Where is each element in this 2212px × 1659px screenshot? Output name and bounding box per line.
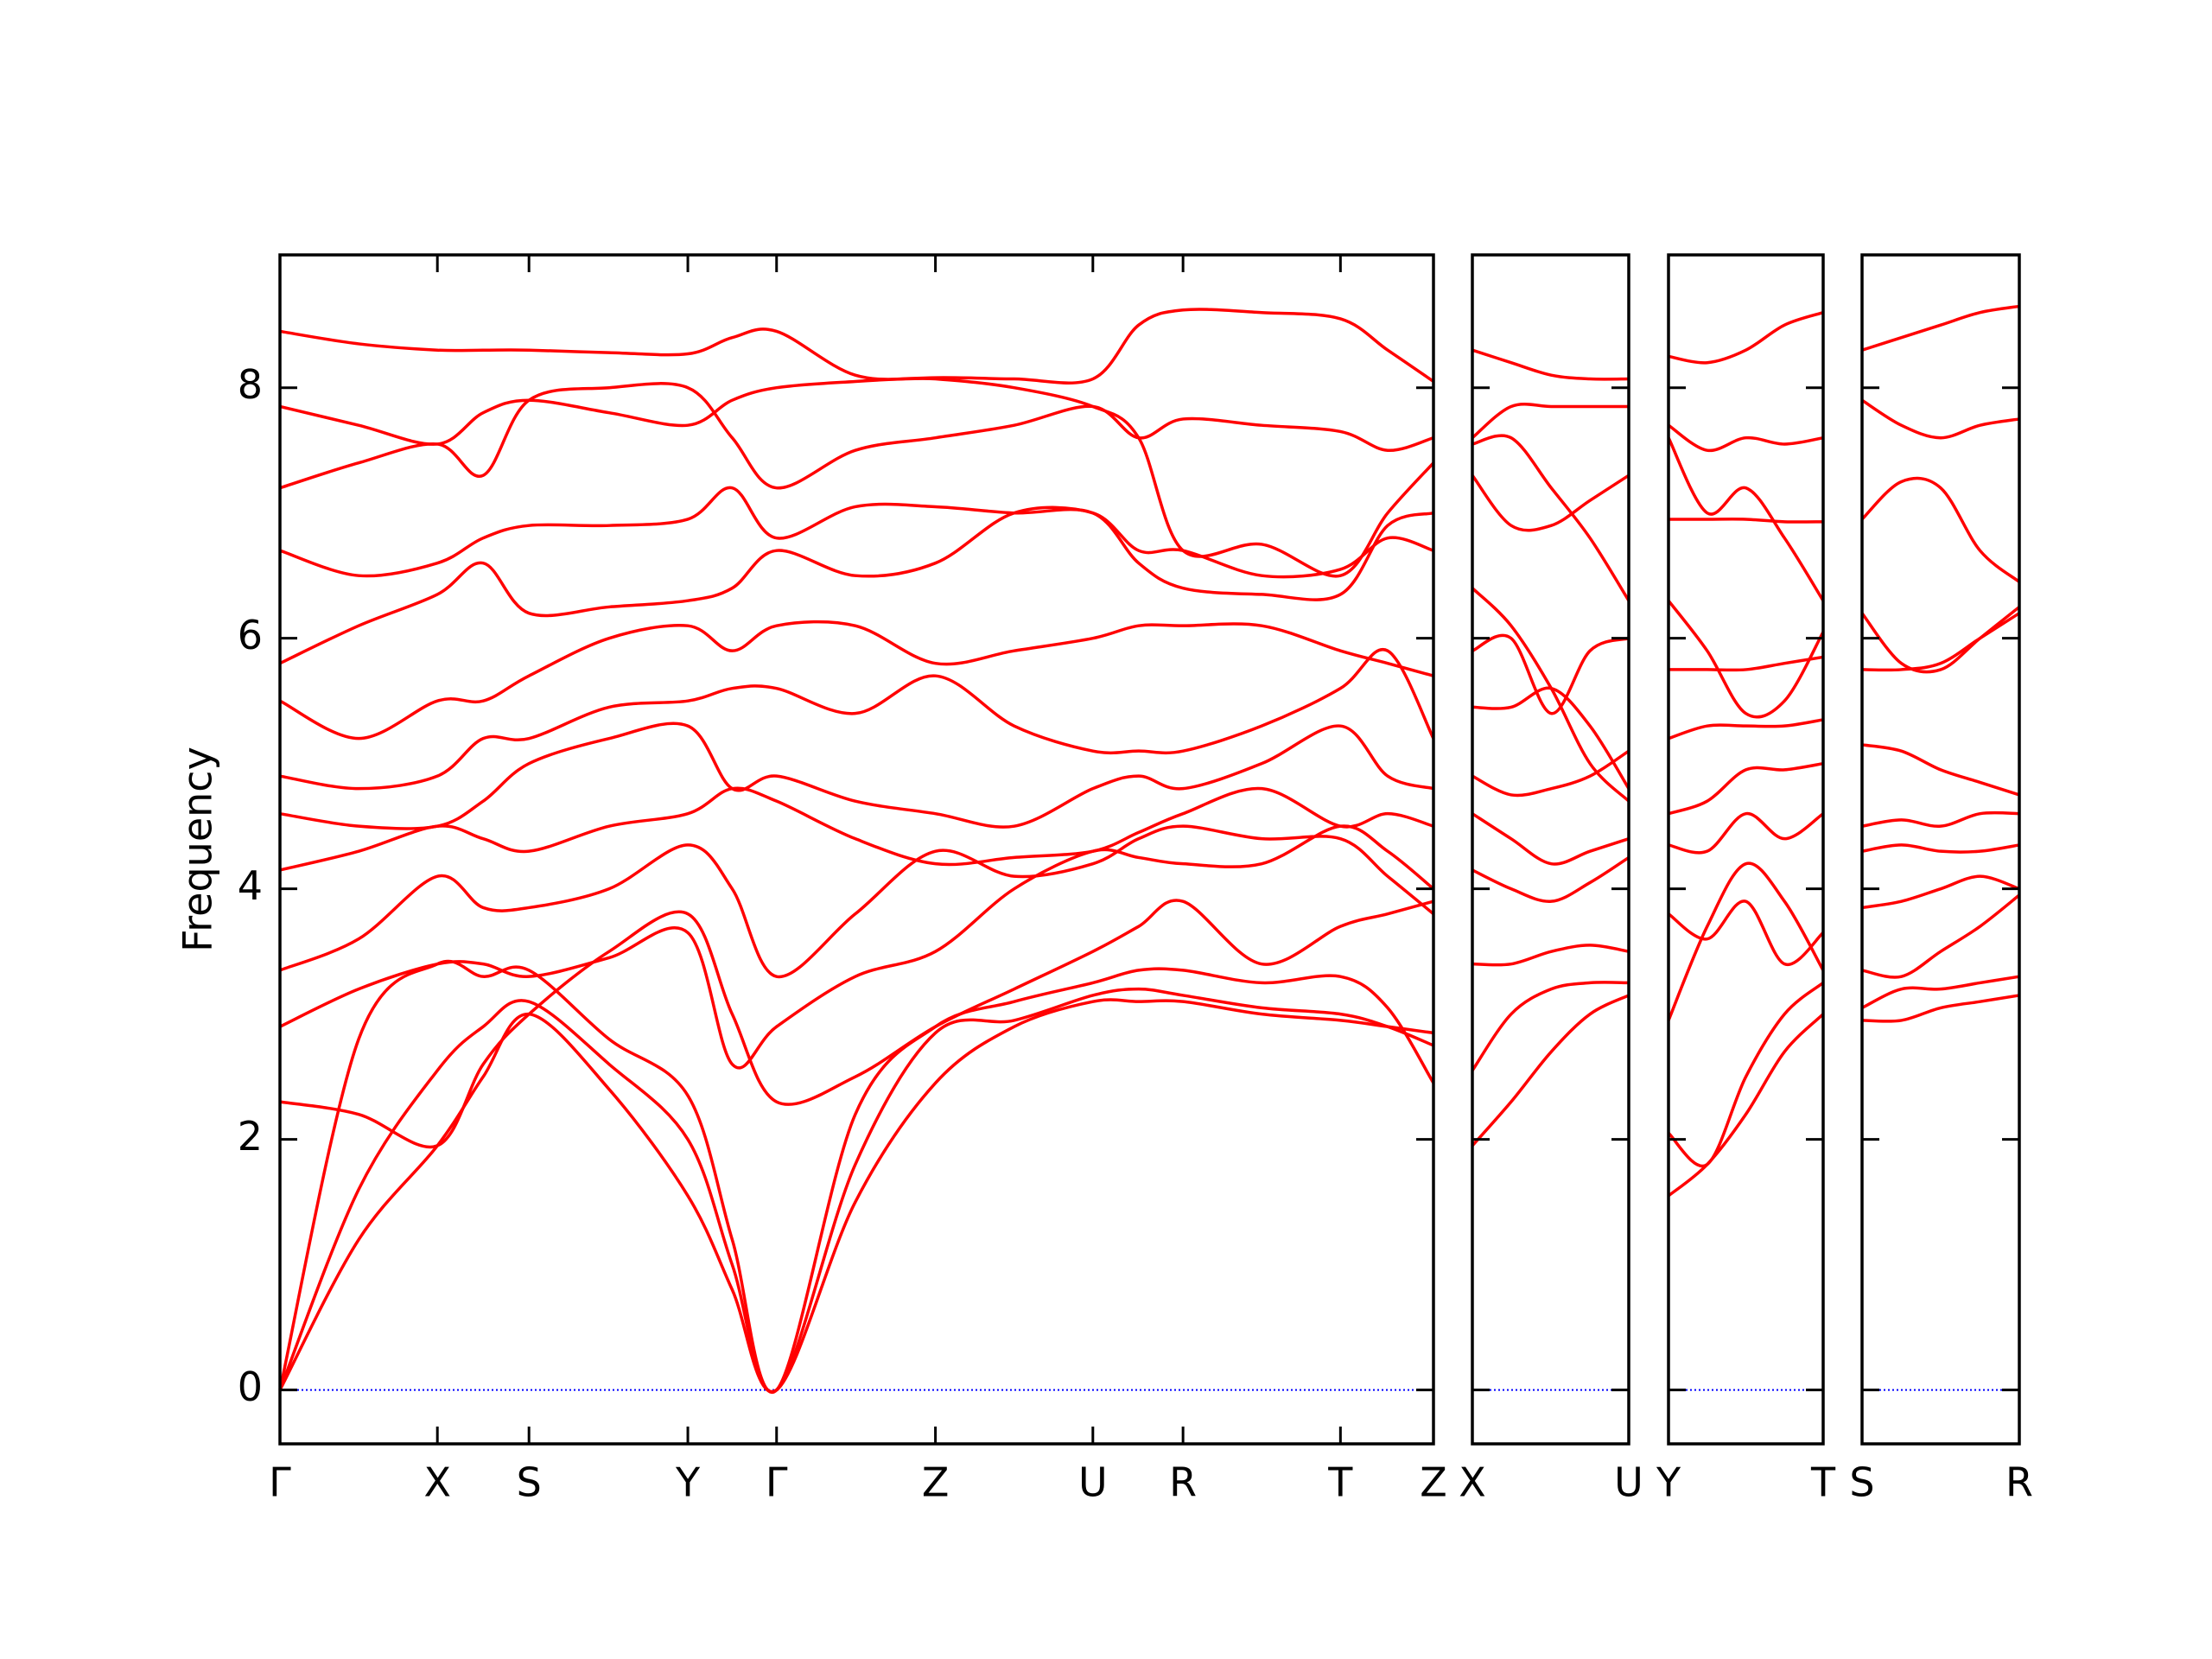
band-line xyxy=(1471,587,1630,803)
band-line xyxy=(1668,655,1824,672)
band-line xyxy=(1861,975,2020,1009)
panel-frame xyxy=(1860,253,2021,1446)
band-line xyxy=(1667,423,1824,453)
x-tick-label: Z xyxy=(1420,1459,1447,1506)
x-tick-label: U xyxy=(1614,1459,1643,1506)
x-tick-label: Γ xyxy=(766,1459,788,1506)
band-line xyxy=(1860,606,2021,674)
band-line xyxy=(1861,994,2020,1023)
band-line xyxy=(1667,600,1825,719)
x-tick-label: R xyxy=(2005,1459,2033,1506)
band-line xyxy=(1471,944,1630,967)
band-line xyxy=(278,998,1434,1394)
y-tick-label: 6 xyxy=(238,612,263,658)
band-line xyxy=(1471,434,1630,602)
band-line xyxy=(1861,874,2020,910)
y-tick-label: 0 xyxy=(238,1363,263,1410)
band-line xyxy=(279,620,1434,741)
x-tick-label: T xyxy=(1327,1459,1353,1506)
band-line xyxy=(1668,761,1824,816)
band-line xyxy=(279,647,1435,791)
band-line xyxy=(1668,718,1824,741)
band-line xyxy=(1861,893,2021,979)
band-line xyxy=(1861,743,2020,797)
band-line xyxy=(1861,810,2020,828)
band-line xyxy=(1667,436,1825,602)
x-tick-label: X xyxy=(1459,1459,1486,1506)
band-line xyxy=(1471,994,1630,1147)
x-tick-label: Y xyxy=(675,1459,701,1506)
panel-frame xyxy=(1667,253,1825,1446)
band-line xyxy=(1667,1013,1825,1198)
panel-frame xyxy=(278,253,1435,1446)
band-line xyxy=(279,721,1434,830)
x-tick-label: U xyxy=(1078,1459,1108,1506)
band-line xyxy=(1471,981,1630,1071)
x-tick-label: R xyxy=(1169,1459,1197,1506)
band-line xyxy=(1667,982,1825,1168)
band-line xyxy=(1471,633,1630,715)
band-line xyxy=(279,824,1435,1070)
band-line xyxy=(1861,398,2020,440)
band-line xyxy=(1471,749,1630,798)
band-line xyxy=(1860,476,2021,583)
x-tick-label: Y xyxy=(1656,1459,1681,1506)
band-line xyxy=(1861,304,2020,352)
y-tick-label: 2 xyxy=(238,1113,263,1160)
band-line xyxy=(1669,517,1824,524)
band-line xyxy=(1861,843,2020,854)
band-line xyxy=(279,899,1434,1149)
band-line xyxy=(1471,686,1630,790)
band-line xyxy=(279,786,1434,872)
y-tick-label: 8 xyxy=(238,361,263,408)
band-line xyxy=(279,486,1434,601)
x-tick-label: T xyxy=(1810,1459,1836,1506)
band-line xyxy=(1471,812,1630,866)
x-tick-label: X xyxy=(423,1459,451,1506)
y-axis-label: Frequency xyxy=(175,747,221,952)
band-line xyxy=(1471,348,1630,381)
band-line xyxy=(1667,861,1825,1021)
band-line xyxy=(1861,612,2020,672)
band-line xyxy=(278,987,1434,1394)
band-line xyxy=(279,382,1434,490)
band-line xyxy=(1471,403,1629,440)
x-tick-label: Z xyxy=(922,1459,950,1506)
band-line xyxy=(278,959,1435,1395)
band-line xyxy=(1668,311,1824,365)
band-line xyxy=(1667,899,1825,966)
band-line xyxy=(279,327,1435,578)
x-tick-label: S xyxy=(1849,1459,1874,1506)
y-tick-label: 4 xyxy=(238,862,263,909)
band-line xyxy=(1668,811,1825,855)
panel-frame xyxy=(1471,253,1630,1446)
band-line xyxy=(1471,855,1630,903)
x-tick-label: S xyxy=(517,1459,542,1506)
x-tick-label: Γ xyxy=(269,1459,291,1506)
band-line xyxy=(1471,474,1630,532)
band-line xyxy=(279,505,1434,665)
band-line xyxy=(279,824,1435,978)
band-line xyxy=(279,308,1434,446)
